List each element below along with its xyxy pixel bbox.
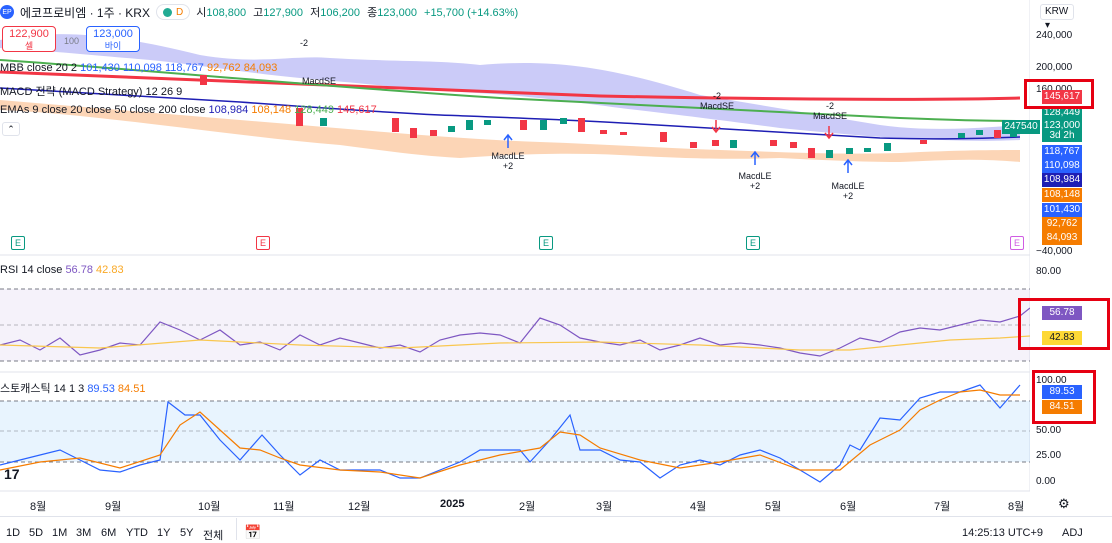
x-label: 11월 [273, 501, 295, 513]
symbol-title[interactable]: 에코프로비엠 · 1주 · KRX [20, 5, 150, 20]
earnings-badge-1[interactable]: E [11, 236, 25, 250]
macd-long-arrow-2 [750, 150, 760, 165]
range-3m[interactable]: 3M [76, 527, 92, 539]
macd-long-arrow-1 [503, 133, 513, 148]
stoch-axis-100: 100.00 [1036, 375, 1067, 386]
x-label: 12월 [348, 501, 371, 513]
data-status-letter: D [175, 6, 184, 18]
settings-gear-icon[interactable]: ⚙ [1058, 496, 1070, 511]
symbol-code-tag: 247540 [1002, 120, 1040, 134]
calendar-goto-icon[interactable]: 📅 [244, 524, 262, 540]
last-price-tag: 123,000 3d 2h [1042, 120, 1082, 142]
sell-button[interactable]: 122,900 셀 [2, 26, 56, 52]
macdle-label-2: MacdLE +2 [738, 171, 772, 191]
stoch-axis-50: 50.00 [1036, 425, 1062, 436]
stoch-k-tag: 89.53 [1042, 385, 1082, 399]
market-open-dot [162, 7, 172, 17]
macdse-marker-1: -2 [300, 38, 309, 48]
mbb-lower3-tag: 84,093 [1042, 231, 1082, 245]
earnings-badge-2[interactable]: E [256, 236, 270, 250]
macdse-label-1: MacdSE [302, 76, 337, 86]
ema-20-line [0, 87, 1021, 140]
collapse-legend-icon[interactable]: ⌃ [2, 122, 20, 136]
macdse-label-3: -2 MacdSE [812, 101, 847, 121]
macdle-label-3: MacdLE +2 [831, 181, 865, 201]
stoch-axis-25: 25.00 [1036, 450, 1062, 461]
stoch-axis-0: 0.00 [1036, 476, 1056, 487]
range-1m[interactable]: 1M [52, 527, 68, 539]
ema200-price-tag: 145,617 [1042, 90, 1082, 104]
symbol-logo: EP [0, 5, 14, 19]
highlight-box-ema200 [1024, 79, 1094, 109]
x-label: 4월 [690, 501, 707, 513]
chart-canvas[interactable] [0, 0, 1030, 543]
axis-label-240000: 240,000 [1036, 30, 1073, 41]
stoch-d-tag: 84.51 [1042, 400, 1082, 414]
rsi-value-tag: 56.78 [1042, 306, 1082, 320]
x-label: 8월 [30, 501, 47, 513]
x-label: 9월 [105, 501, 122, 513]
macdle-label-1: MacdLE +2 [491, 151, 525, 171]
ema-200-line [0, 70, 1021, 101]
macdse-label-2: -2 MacdSE [700, 91, 735, 111]
mbb-lower-tag: 101,430 [1042, 203, 1082, 217]
mbb-lower-band [0, 100, 1020, 162]
range-1y[interactable]: 1Y [157, 527, 171, 539]
emas-legend[interactable]: EMAs 9 close 20 close 50 close 200 close… [0, 104, 377, 116]
tradingview-logo: 17 [4, 466, 20, 482]
ohlc-readout: 시108,800 고127,900 저106,200 종123,000 +15,… [196, 7, 519, 19]
rsi-ma-line [0, 335, 1030, 351]
x-label: 3월 [596, 501, 613, 513]
x-label: 5월 [765, 501, 782, 513]
toolbar-sep [236, 518, 237, 540]
macd-short-arrow-2 [824, 126, 834, 140]
currency-select[interactable]: KRW ▾ [1040, 4, 1074, 31]
earnings-badge-5[interactable]: E [1010, 236, 1024, 250]
macd-short-arrow-1 [711, 120, 721, 134]
mbb-upper-tag: 118,767 [1042, 145, 1082, 159]
range-1d[interactable]: 1D [6, 527, 21, 539]
mbb-lower2-tag: 92,762 [1042, 217, 1082, 231]
rsi-legend[interactable]: RSI 14 close 56.78 42.83 [0, 264, 124, 276]
earnings-badge-3[interactable]: E [539, 236, 553, 250]
stoch-k-line [0, 384, 1021, 483]
x-label: 7월 [934, 501, 951, 513]
x-label: 2월 [519, 501, 536, 513]
rsi-ma-tag: 42.83 [1042, 331, 1082, 345]
ema9-price-tag: 108,984 [1042, 173, 1082, 187]
range-5d[interactable]: 5D [29, 527, 44, 539]
macd-long-arrow-3 [843, 158, 853, 173]
earnings-badge-4[interactable]: E [746, 236, 760, 250]
toolbar-divider [0, 516, 1112, 517]
range-5y[interactable]: 5Y [180, 527, 194, 539]
stoch-legend[interactable]: 스토캐스틱 14 1 3 89.53 84.51 [0, 383, 146, 395]
range-ytd[interactable]: YTD [126, 527, 148, 539]
highlight-box-rsi [1018, 298, 1110, 350]
axis-label-neg40000: −40,000 [1036, 246, 1073, 257]
x-label: 6월 [840, 501, 857, 513]
range-all[interactable]: 전체 [203, 530, 224, 542]
ema-50-line [0, 59, 1021, 122]
axis-label-200000: 200,000 [1036, 62, 1073, 73]
highlight-box-stoch [1032, 370, 1096, 424]
ema50-price-tag: 128,449 [1042, 106, 1082, 120]
x-label: 10월 [198, 501, 221, 513]
ema20-price-tag: 108,148 [1042, 188, 1082, 202]
spread-value: 100 [64, 36, 80, 46]
clock-timezone[interactable]: 14:25:13 UTC+9 [962, 527, 1044, 539]
macd-legend[interactable]: MACD 전략 (MACD Strategy) 12 26 9 [0, 86, 183, 98]
rsi-axis-80: 80.00 [1036, 266, 1062, 277]
mbb-legend[interactable]: MBB close 20 2 101,430 110,098 118,767 9… [0, 62, 278, 74]
adj-toggle[interactable]: ADJ [1062, 527, 1083, 539]
chart-header: EP 에코프로비엠 · 1주 · KRX D 시108,800 고127,900… [0, 2, 522, 22]
axis-label-160000: 160,000 [1036, 84, 1072, 95]
x-label-year: 2025 [440, 498, 465, 510]
stoch-d-line [0, 389, 1020, 479]
buy-button[interactable]: 123,000 바이 [86, 26, 140, 52]
mbb-mid-tag: 110,098 [1042, 159, 1082, 173]
range-6m[interactable]: 6M [101, 527, 117, 539]
x-label: 8월 [1008, 501, 1025, 513]
mbb-upper-band [0, 34, 1020, 141]
